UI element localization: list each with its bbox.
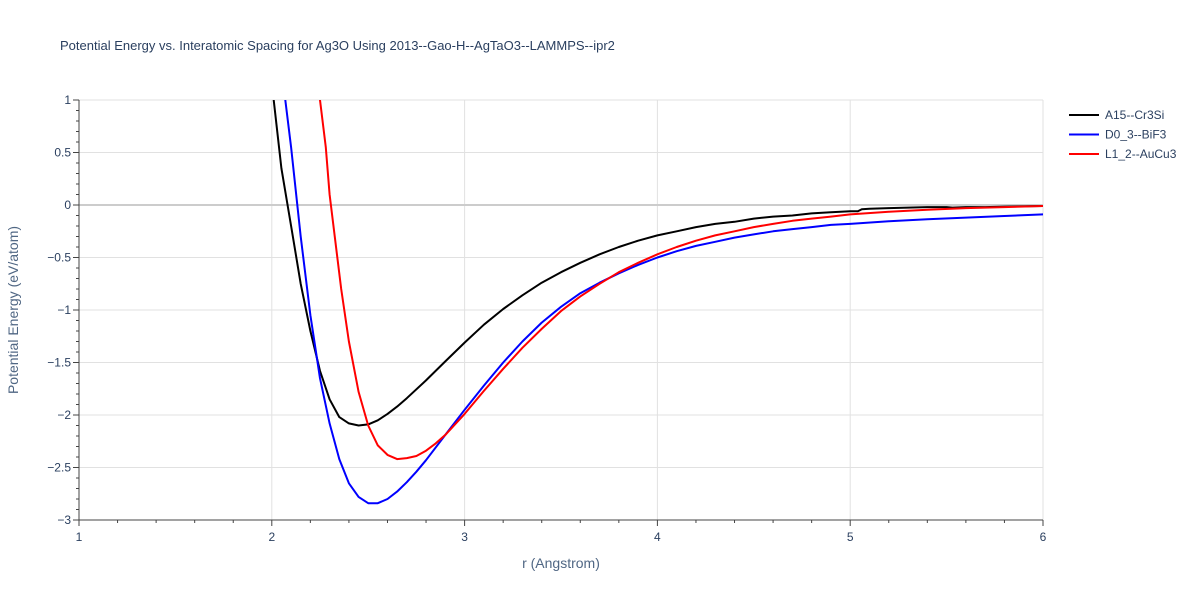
x-tick-label: 5	[847, 530, 854, 544]
y-tick-labels: 1 0.5 0 −0.5 −1 −1.5 −2 −2.5 −3	[47, 93, 71, 527]
y-tick-label: 0.5	[54, 146, 71, 160]
plot-area	[272, 100, 1043, 505]
x-tick-labels: 1 2 3 4 5 6	[76, 530, 1047, 544]
x-tick-label: 2	[268, 530, 275, 544]
x-tick-label: 4	[654, 530, 661, 544]
y-tick-label: −1.5	[47, 356, 71, 370]
y-tick-label: −1	[57, 303, 71, 317]
series-lines	[272, 100, 1043, 505]
x-tick-label: 1	[76, 530, 83, 544]
legend[interactable]: A15--Cr3Si D0_3--BiF3 L1_2--AuCu3	[1069, 108, 1177, 161]
series-line-2	[284, 100, 1043, 505]
x-tick-label: 6	[1040, 530, 1047, 544]
legend-item-1[interactable]: A15--Cr3Si	[1069, 108, 1164, 122]
legend-label: D0_3--BiF3	[1105, 128, 1167, 142]
legend-item-2[interactable]: D0_3--BiF3	[1069, 128, 1167, 142]
chart-title: Potential Energy vs. Interatomic Spacing…	[60, 38, 615, 53]
y-tick-label: −2	[57, 408, 71, 422]
legend-label: L1_2--AuCu3	[1105, 147, 1177, 161]
y-tick-label: −2.5	[47, 461, 71, 475]
y-tick-label: 1	[64, 93, 71, 107]
legend-item-3[interactable]: L1_2--AuCu3	[1069, 147, 1177, 161]
y-tick-label: −0.5	[47, 251, 71, 265]
series-line-1	[272, 100, 1043, 427]
y-tick-label: 0	[64, 198, 71, 212]
legend-label: A15--Cr3Si	[1105, 108, 1164, 122]
x-axis-title: r (Angstrom)	[522, 555, 600, 571]
series-line-3	[319, 100, 1043, 461]
axes	[73, 99, 1044, 526]
x-tick-label: 3	[461, 530, 468, 544]
y-tick-label: −3	[57, 513, 71, 527]
y-axis-title: Potential Energy (eV/atom)	[5, 226, 21, 394]
